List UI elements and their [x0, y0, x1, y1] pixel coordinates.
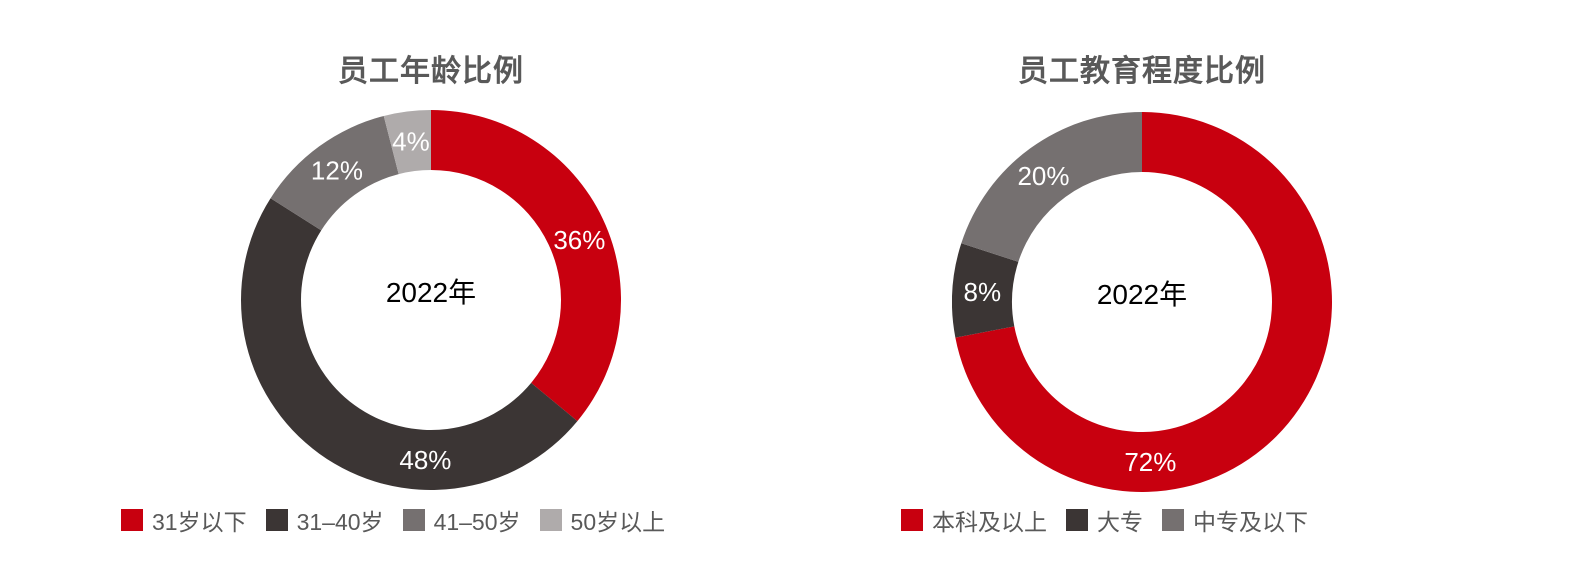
legend-item: 31–40岁: [265, 503, 384, 537]
donut-segment: [431, 110, 621, 422]
legend-item: 50岁以上: [539, 503, 666, 537]
legend-item: 中专及以下: [1162, 503, 1308, 537]
segment-percentage-label: 4%: [392, 126, 430, 156]
donut-ring-education: 72% 8% 20%: [952, 112, 1332, 492]
legend-swatch-icon: [265, 509, 288, 531]
legend-swatch-icon: [402, 509, 425, 531]
legend-label: 41–50岁: [433, 509, 521, 535]
legend-age: 31岁以下 31–40岁 41–50岁 50岁以上: [121, 503, 665, 537]
legend-item: 大专: [1066, 503, 1143, 537]
legend-swatch-icon: [121, 509, 143, 531]
legend-swatch-icon: [901, 509, 923, 531]
donut-segment: [241, 198, 578, 490]
legend-label: 31–40岁: [296, 509, 384, 535]
segment-percentage-label: 48%: [399, 445, 451, 475]
legend-item: 41–50岁: [402, 503, 521, 537]
donut-segment: [955, 112, 1332, 492]
chart-title-age: 员工年龄比例: [338, 55, 524, 88]
donut-chart-education: 72% 8% 20% 2022年: [952, 112, 1332, 492]
donut-chart-age: 36% 48% 12% 4% 2022年: [241, 110, 621, 490]
legend-item: 31岁以下: [121, 503, 247, 537]
donut-segment: [952, 243, 1019, 338]
legend-item: 本科及以上: [901, 503, 1047, 537]
legend-label: 大专: [1097, 509, 1143, 535]
donut-ring-age: 36% 48% 12% 4%: [241, 110, 621, 490]
segment-percentage-label: 20%: [1017, 161, 1069, 191]
segment-percentage-label: 12%: [311, 156, 363, 186]
legend-education: 本科及以上 大专 中专及以下: [901, 503, 1308, 537]
donut-segment: [961, 112, 1142, 262]
legend-swatch-icon: [539, 509, 562, 531]
donut-segment: [383, 110, 431, 175]
legend-label: 31岁以下: [152, 509, 247, 535]
donut-segment: [270, 115, 399, 231]
segment-percentage-label: 72%: [1124, 447, 1176, 477]
chart-title-education: 员工教育程度比例: [1018, 55, 1266, 88]
segment-percentage-label: 8%: [964, 277, 1002, 307]
legend-label: 50岁以上: [570, 509, 666, 535]
legend-label: 中专及以下: [1193, 509, 1308, 535]
segment-percentage-label: 36%: [553, 225, 605, 255]
legend-swatch-icon: [1162, 509, 1184, 531]
legend-swatch-icon: [1066, 509, 1088, 531]
legend-label: 本科及以上: [932, 509, 1047, 535]
